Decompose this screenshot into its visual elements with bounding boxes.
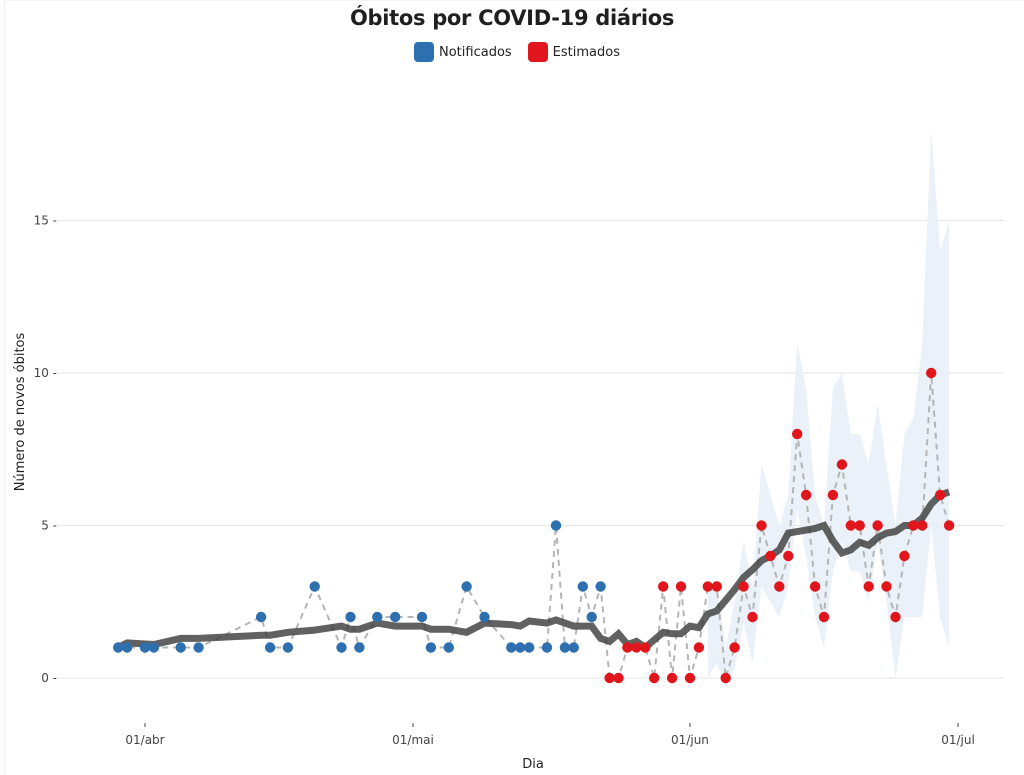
data-point-notificados[interactable] (113, 642, 124, 653)
legend: Notificados Estimados (0, 42, 1024, 62)
data-point-estimados[interactable] (738, 581, 749, 592)
data-point-notificados[interactable] (255, 611, 267, 623)
data-point-estimados[interactable] (783, 550, 794, 562)
data-point-estimados[interactable] (711, 581, 722, 592)
data-point-estimados[interactable] (684, 672, 696, 684)
data-point-estimados[interactable] (756, 520, 767, 531)
data-point-estimados[interactable] (666, 672, 678, 684)
data-point-estimados[interactable] (693, 642, 705, 653)
data-point-estimados[interactable] (622, 642, 633, 653)
data-point-estimados[interactable] (836, 459, 848, 470)
data-point-notificados[interactable] (515, 642, 526, 653)
data-point-estimados[interactable] (747, 611, 758, 623)
data-point-notificados[interactable] (139, 642, 151, 653)
data-point-estimados[interactable] (658, 581, 669, 592)
x-axis-label: Dia (522, 757, 544, 772)
data-point-estimados[interactable] (845, 520, 856, 531)
data-point-estimados[interactable] (774, 581, 785, 592)
data-point-notificados[interactable] (282, 642, 294, 653)
confidence-band (707, 129, 950, 688)
data-point-estimados[interactable] (809, 581, 821, 592)
data-point-notificados[interactable] (559, 642, 571, 653)
data-points-layer (113, 367, 955, 684)
data-point-estimados[interactable] (729, 642, 740, 653)
axes-layer: 0 - 5 - 10 - 15 - 01/abr 01/mai 01/jun 01/jul (34, 214, 975, 748)
confidence-band-layer (707, 129, 950, 688)
data-point-notificados[interactable] (336, 642, 347, 653)
y-tick-label-15: 15 - (34, 214, 57, 228)
data-point-estimados[interactable] (863, 581, 874, 592)
legend-item-notificados[interactable]: Notificados (414, 42, 512, 62)
data-point-notificados[interactable] (345, 611, 356, 623)
x-tick-label-01/jul: 01/jul (941, 733, 975, 747)
data-point-estimados[interactable] (908, 520, 919, 531)
data-point-notificados[interactable] (372, 611, 383, 623)
x-tick-label-01/mai: 01/mai (392, 733, 434, 747)
data-point-estimados[interactable] (827, 489, 839, 501)
data-point-estimados[interactable] (899, 550, 910, 562)
chart-title: Óbitos por COVID-19 diários (349, 6, 675, 30)
data-point-notificados[interactable] (148, 642, 160, 653)
data-point-notificados[interactable] (524, 642, 535, 653)
data-point-estimados[interactable] (631, 642, 642, 653)
data-point-notificados[interactable] (479, 611, 490, 623)
data-point-notificados[interactable] (568, 642, 579, 653)
legend-label-notificados: Notificados (439, 44, 512, 60)
data-point-estimados[interactable] (926, 367, 937, 379)
data-point-estimados[interactable] (640, 642, 651, 653)
data-point-estimados[interactable] (720, 672, 731, 684)
data-point-notificados[interactable] (121, 642, 133, 653)
chart-frame (4, 0, 1024, 775)
data-point-estimados[interactable] (765, 550, 776, 562)
y-tick-label-0: 0 - (41, 671, 57, 685)
data-point-notificados[interactable] (577, 581, 588, 592)
x-tick-label-01/jun: 01/jun (671, 733, 709, 747)
data-point-notificados[interactable] (309, 581, 320, 592)
data-point-notificados[interactable] (425, 642, 437, 653)
legend-item-estimados[interactable]: Estimados (527, 42, 620, 62)
y-axis-label: Número de novos óbitos (13, 333, 28, 492)
data-point-notificados[interactable] (506, 642, 517, 653)
legend-swatch-notificados (414, 42, 434, 62)
data-point-notificados[interactable] (595, 581, 606, 592)
data-point-notificados[interactable] (193, 642, 204, 653)
data-point-estimados[interactable] (604, 672, 615, 684)
data-point-notificados[interactable] (354, 642, 365, 653)
data-point-notificados[interactable] (541, 642, 553, 653)
data-point-notificados[interactable] (390, 611, 401, 623)
data-point-estimados[interactable] (702, 581, 713, 592)
data-point-notificados[interactable] (586, 611, 597, 623)
legend-swatch-estimados (527, 42, 548, 62)
legend-label-estimados: Estimados (552, 44, 620, 60)
data-point-estimados[interactable] (800, 489, 812, 501)
data-point-notificados[interactable] (550, 520, 562, 531)
data-point-notificados[interactable] (443, 642, 454, 653)
data-point-estimados[interactable] (881, 581, 892, 592)
data-point-estimados[interactable] (872, 520, 883, 531)
data-point-estimados[interactable] (917, 520, 928, 531)
x-tick-label-01/abr: 01/abr (125, 733, 164, 747)
data-point-estimados[interactable] (792, 428, 803, 440)
data-point-estimados[interactable] (943, 520, 955, 531)
moving-average-line (116, 488, 951, 652)
data-point-estimados[interactable] (675, 581, 687, 592)
data-point-estimados[interactable] (818, 611, 830, 623)
data-point-notificados[interactable] (175, 642, 186, 653)
y-tick-label-10: 10 - (34, 366, 57, 380)
data-point-notificados[interactable] (264, 642, 276, 653)
data-point-estimados[interactable] (934, 489, 946, 501)
data-point-estimados[interactable] (890, 611, 901, 623)
y-tick-label-5: 5 - (41, 519, 57, 533)
data-point-estimados[interactable] (649, 672, 660, 684)
data-point-estimados[interactable] (854, 520, 865, 531)
data-point-estimados[interactable] (613, 672, 624, 684)
moving-average-layer (116, 488, 951, 652)
data-point-notificados[interactable] (461, 581, 472, 592)
data-point-notificados[interactable] (416, 611, 428, 623)
